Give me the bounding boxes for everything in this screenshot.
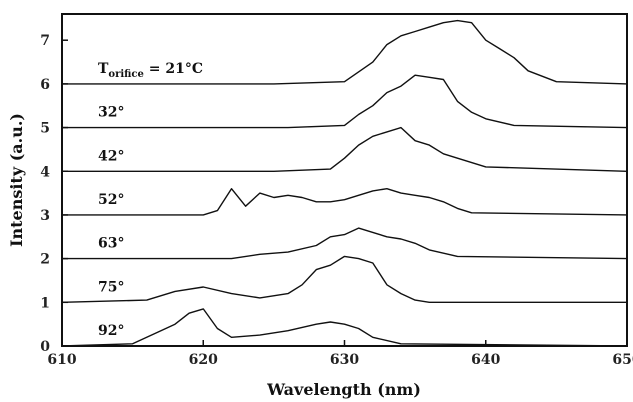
series-labels: Torifice = 21°C 32° 42° 52° 63° 75° 92°	[98, 61, 203, 339]
series-label: Torifice = 21°C	[98, 61, 203, 80]
x-axis-title: Wavelength (nm)	[266, 380, 421, 399]
y-tick-label: 7	[40, 33, 50, 49]
spectrum-trace	[62, 126, 628, 172]
series-label: 32°	[98, 105, 124, 121]
y-tick-label: 4	[40, 164, 50, 180]
x-tick-label: 630	[330, 352, 359, 368]
y-tick-label: 5	[40, 121, 50, 137]
spectrum-trace	[62, 188, 628, 216]
spectrum-trace	[62, 74, 628, 129]
spectrum-trace	[61, 255, 627, 303]
spectrum-trace	[62, 19, 628, 85]
x-tick-label: 620	[189, 352, 218, 368]
x-tick-label: 650	[612, 352, 633, 368]
series-label: 92°	[98, 323, 124, 339]
y-axis-title: Intensity (a.u.)	[7, 113, 26, 247]
y-tick-label: 1	[40, 295, 50, 311]
spectral-traces	[61, 19, 628, 347]
x-tick-label: 610	[47, 352, 76, 368]
y-tick-label: 3	[40, 208, 50, 224]
series-label: 63°	[98, 236, 124, 252]
series-label: 52°	[98, 192, 124, 208]
y-tick-label: 0	[40, 339, 50, 355]
spectrum-trace	[61, 308, 628, 347]
y-tick-label: 2	[40, 252, 50, 268]
series-label: 75°	[98, 279, 124, 295]
series-label: 42°	[98, 148, 124, 164]
y-tick-label: 6	[40, 77, 50, 93]
spectrum-trace	[62, 227, 628, 260]
x-tick-label: 640	[471, 352, 500, 368]
